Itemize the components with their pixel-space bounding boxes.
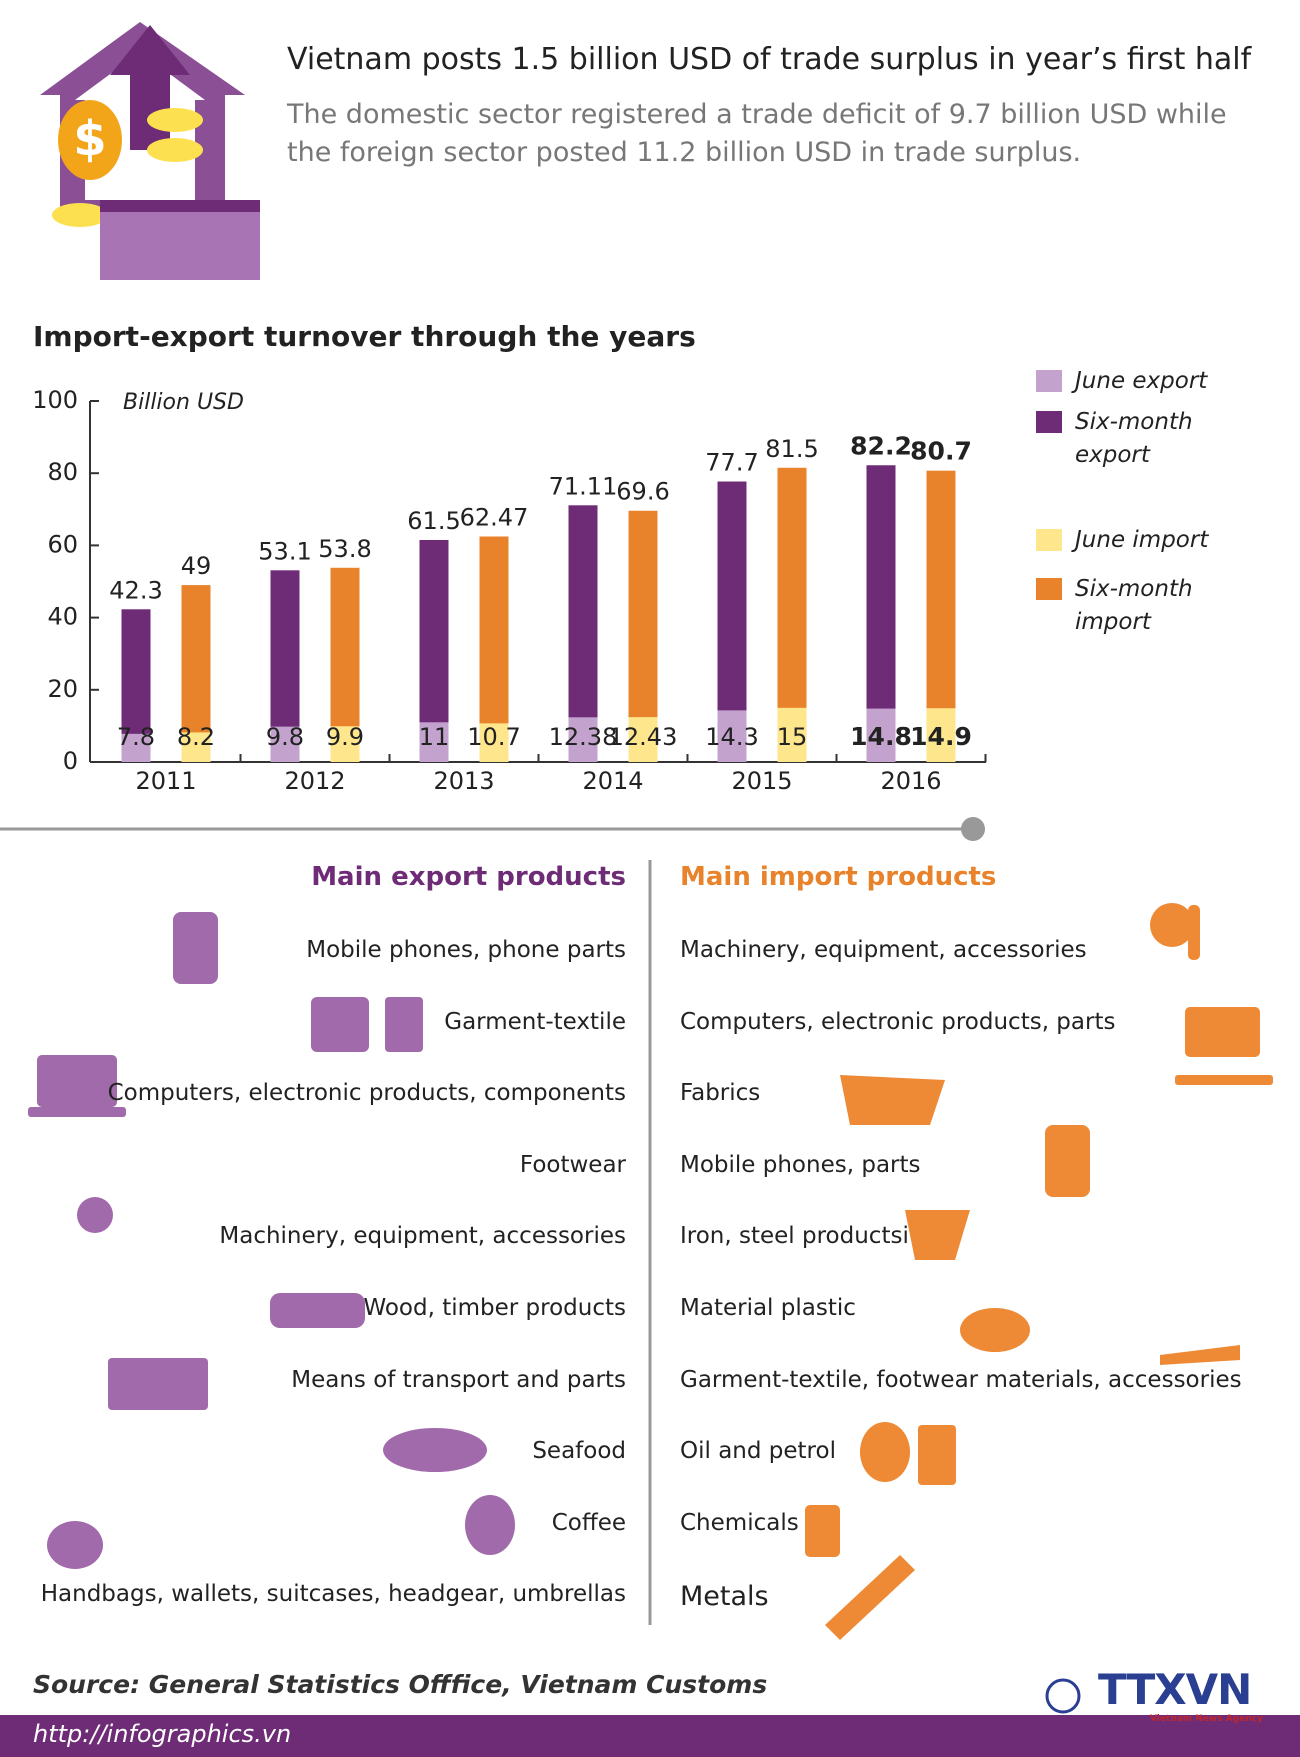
export-item: Garment-textile (444, 1008, 626, 1035)
legend-swatch (1036, 370, 1062, 392)
y-tick-label: 40 (47, 603, 78, 631)
legend-label: June import (1075, 527, 1209, 553)
import-item: Oil and petrol (680, 1438, 836, 1465)
value-label: 82.2 (850, 431, 912, 460)
value-label: 42.3 (109, 576, 162, 604)
legend-label: Six-month import (1075, 576, 1193, 635)
x-tick-label: 2011 (135, 767, 196, 795)
value-label: 61.5 (407, 507, 460, 535)
y-tick-label: 100 (32, 386, 78, 414)
value-label: 12.38 (549, 723, 618, 751)
title: Vietnam posts 1.5 billion USD of trade s… (287, 42, 1252, 77)
import-item: Garment-textile, footwear materials, acc… (680, 1366, 1242, 1393)
export-item: Coffee (551, 1509, 626, 1536)
y-axis-label: Billion USD (123, 390, 244, 415)
value-label: 71.11 (549, 472, 618, 500)
value-label: 62.47 (460, 503, 529, 531)
bar (181, 732, 211, 762)
copyright-mark (1045, 1678, 1081, 1714)
legend-label: June export (1075, 368, 1208, 394)
import-icons (805, 903, 1273, 1640)
logo: TTXVN (1098, 1665, 1252, 1714)
footer-bar (0, 1715, 1300, 1757)
bar (777, 707, 807, 762)
import-item: Mobile phones, parts (680, 1151, 921, 1178)
x-tick-label: 2014 (582, 767, 643, 795)
value-label: 14.3 (705, 723, 758, 751)
value-label: 77.7 (705, 449, 758, 477)
export-item: Machinery, equipment, accessories (219, 1223, 626, 1250)
bar (419, 722, 449, 762)
value-label: 9.8 (266, 723, 304, 751)
value-label: 80.7 (910, 437, 972, 466)
export-heading: Main export products (311, 862, 626, 892)
bar (926, 708, 956, 762)
import-heading: Main import products (680, 862, 997, 892)
import-item: Iron, steel productsi (680, 1223, 909, 1250)
y-tick-label: 60 (47, 530, 78, 558)
import-item: Machinery, equipment, accessories (680, 937, 1087, 963)
value-label: 9.9 (326, 723, 364, 751)
import-item: Fabrics (680, 1080, 761, 1107)
y-tick-label: 20 (47, 675, 78, 703)
value-label: 12.43 (609, 723, 678, 751)
value-label: 10.7 (467, 723, 520, 751)
export-item: Seafood (532, 1438, 626, 1465)
export-item: Computers, electronic products, componen… (107, 1080, 626, 1107)
y-tick-label: 80 (47, 458, 78, 486)
url: http://infographics.vn (33, 1720, 292, 1748)
value-label: 53.1 (258, 537, 311, 565)
export-item: Footwear (519, 1151, 626, 1178)
value-label: 53.8 (318, 535, 371, 563)
divider-dot (961, 817, 985, 841)
value-label: 14.9 (910, 722, 972, 751)
import-item: Metals (680, 1581, 769, 1613)
x-tick-label: 2012 (284, 767, 345, 795)
subtitle: The domestic sector registered a trade d… (287, 99, 1227, 168)
svg-text:$: $ (73, 111, 106, 167)
x-tick-label: 2016 (880, 767, 941, 795)
value-label: 81.5 (765, 435, 818, 463)
bar (479, 723, 509, 762)
import-item: Chemicals (680, 1509, 799, 1536)
bar (628, 717, 658, 762)
export-item: Wood, timber products (363, 1295, 626, 1321)
value-label: 8.2 (177, 723, 215, 751)
bar (121, 733, 151, 762)
legend-swatch (1036, 529, 1062, 551)
export-item: Handbags, wallets, suitcases, headgear, … (40, 1581, 626, 1608)
legend-swatch (1036, 411, 1062, 433)
value-label: 14.8 (850, 722, 912, 751)
import-item: Computers, electronic products, parts (680, 1008, 1116, 1035)
y-tick-label: 0 (63, 747, 78, 775)
bar (330, 726, 360, 762)
value-label: 11 (419, 723, 450, 751)
value-label: 15 (777, 723, 808, 751)
x-tick-label: 2015 (731, 767, 792, 795)
value-label: 49 (181, 552, 212, 580)
chart-title: Import-export turnover through the years (33, 320, 696, 353)
legend-label: Six-month export (1075, 409, 1193, 468)
logo-subtitle: Vietnam News Agency (1150, 1714, 1263, 1724)
export-icons (28, 912, 515, 1569)
header-illustration: $ (40, 22, 260, 280)
bar (270, 726, 300, 762)
export-item: Mobile phones, phone parts (306, 937, 626, 963)
x-tick-label: 2013 (433, 767, 494, 795)
value-label: 69.6 (616, 478, 669, 506)
bar (717, 710, 747, 762)
export-item: Means of transport and parts (291, 1366, 626, 1393)
value-label: 7.8 (117, 723, 155, 751)
source: Source: General Statistics Offfice, Viet… (33, 1670, 768, 1699)
legend-swatch (1036, 578, 1062, 600)
bar (866, 708, 896, 762)
bar (568, 717, 598, 762)
import-item: Material plastic (680, 1295, 856, 1321)
